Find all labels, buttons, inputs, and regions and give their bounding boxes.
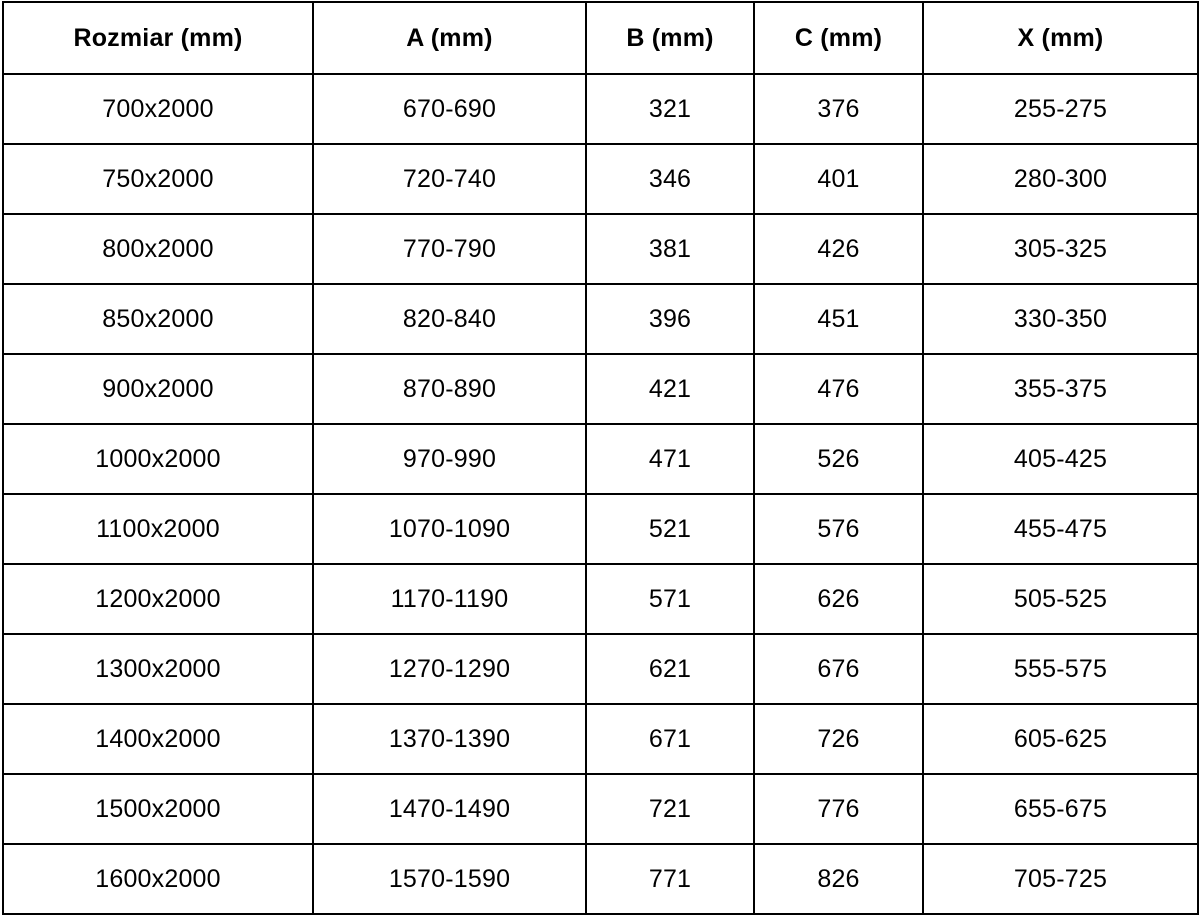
cell-size: 1100x2000 bbox=[2, 493, 314, 565]
column-header-x-label: X (mm) bbox=[1017, 23, 1104, 52]
cell-size: 1600x2000 bbox=[2, 843, 314, 915]
table-row: 1200x2000 1170-1190 571 626 505-525 bbox=[2, 563, 1199, 635]
cell-c: 376 bbox=[753, 73, 924, 145]
cell-x: 355-375 bbox=[922, 353, 1199, 425]
cell-size: 700x2000 bbox=[2, 73, 314, 145]
cell-c: 476 bbox=[753, 353, 924, 425]
column-header-c: C (mm) bbox=[753, 1, 924, 75]
cell-b: 321 bbox=[585, 73, 755, 145]
table-row: 1400x2000 1370-1390 671 726 605-625 bbox=[2, 703, 1199, 775]
table-row: 750x2000 720-740 346 401 280-300 bbox=[2, 143, 1199, 215]
cell-x: 505-525 bbox=[922, 563, 1199, 635]
cell-x: 555-575 bbox=[922, 633, 1199, 705]
cell-size: 1400x2000 bbox=[2, 703, 314, 775]
table-body: 700x2000 670-690 321 376 255-275 750x200… bbox=[2, 73, 1199, 915]
table-row: 1100x2000 1070-1090 521 576 455-475 bbox=[2, 493, 1199, 565]
cell-b: 421 bbox=[585, 353, 755, 425]
table-row: 1000x2000 970-990 471 526 405-425 bbox=[2, 423, 1199, 495]
cell-x: 255-275 bbox=[922, 73, 1199, 145]
cell-a: 670-690 bbox=[312, 73, 587, 145]
cell-size: 850x2000 bbox=[2, 283, 314, 355]
cell-a: 820-840 bbox=[312, 283, 587, 355]
cell-size: 900x2000 bbox=[2, 353, 314, 425]
cell-a: 970-990 bbox=[312, 423, 587, 495]
cell-b: 521 bbox=[585, 493, 755, 565]
column-header-a-label: A (mm) bbox=[406, 23, 493, 52]
cell-c: 451 bbox=[753, 283, 924, 355]
cell-size: 1000x2000 bbox=[2, 423, 314, 495]
cell-b: 346 bbox=[585, 143, 755, 215]
column-header-x: X (mm) bbox=[922, 1, 1199, 75]
cell-c: 401 bbox=[753, 143, 924, 215]
cell-x: 330-350 bbox=[922, 283, 1199, 355]
cell-a: 1470-1490 bbox=[312, 773, 587, 845]
column-header-size: Rozmiar (mm) bbox=[2, 1, 314, 75]
cell-size: 1200x2000 bbox=[2, 563, 314, 635]
cell-c: 676 bbox=[753, 633, 924, 705]
cell-c: 826 bbox=[753, 843, 924, 915]
table-row: 850x2000 820-840 396 451 330-350 bbox=[2, 283, 1199, 355]
cell-b: 671 bbox=[585, 703, 755, 775]
cell-b: 396 bbox=[585, 283, 755, 355]
cell-a: 1070-1090 bbox=[312, 493, 587, 565]
cell-b: 471 bbox=[585, 423, 755, 495]
column-header-a: A (mm) bbox=[312, 1, 587, 75]
cell-a: 720-740 bbox=[312, 143, 587, 215]
table-row: 800x2000 770-790 381 426 305-325 bbox=[2, 213, 1199, 285]
cell-a: 1170-1190 bbox=[312, 563, 587, 635]
cell-x: 705-725 bbox=[922, 843, 1199, 915]
cell-x: 405-425 bbox=[922, 423, 1199, 495]
cell-x: 305-325 bbox=[922, 213, 1199, 285]
cell-c: 626 bbox=[753, 563, 924, 635]
cell-a: 770-790 bbox=[312, 213, 587, 285]
cell-c: 776 bbox=[753, 773, 924, 845]
cell-a: 1570-1590 bbox=[312, 843, 587, 915]
cell-size: 1300x2000 bbox=[2, 633, 314, 705]
cell-c: 426 bbox=[753, 213, 924, 285]
table-header: Rozmiar (mm) A (mm) B (mm) C (mm) X (mm) bbox=[2, 1, 1199, 75]
table-row: 700x2000 670-690 321 376 255-275 bbox=[2, 73, 1199, 145]
column-header-c-label: C (mm) bbox=[794, 23, 883, 52]
cell-size: 800x2000 bbox=[2, 213, 314, 285]
table-row: 1300x2000 1270-1290 621 676 555-575 bbox=[2, 633, 1199, 705]
cell-b: 381 bbox=[585, 213, 755, 285]
cell-c: 576 bbox=[753, 493, 924, 565]
table-row: 900x2000 870-890 421 476 355-375 bbox=[2, 353, 1199, 425]
cell-c: 526 bbox=[753, 423, 924, 495]
cell-b: 771 bbox=[585, 843, 755, 915]
cell-a: 1370-1390 bbox=[312, 703, 587, 775]
cell-b: 571 bbox=[585, 563, 755, 635]
table-header-row: Rozmiar (mm) A (mm) B (mm) C (mm) X (mm) bbox=[2, 1, 1199, 75]
cell-c: 726 bbox=[753, 703, 924, 775]
column-header-size-label: Rozmiar (mm) bbox=[73, 23, 243, 52]
cell-x: 605-625 bbox=[922, 703, 1199, 775]
cell-a: 870-890 bbox=[312, 353, 587, 425]
table-row: 1500x2000 1470-1490 721 776 655-675 bbox=[2, 773, 1199, 845]
cell-x: 655-675 bbox=[922, 773, 1199, 845]
cell-b: 721 bbox=[585, 773, 755, 845]
cell-b: 621 bbox=[585, 633, 755, 705]
cell-size: 1500x2000 bbox=[2, 773, 314, 845]
cell-size: 750x2000 bbox=[2, 143, 314, 215]
cell-a: 1270-1290 bbox=[312, 633, 587, 705]
cell-x: 280-300 bbox=[922, 143, 1199, 215]
column-header-b-label: B (mm) bbox=[626, 23, 714, 52]
table-row: 1600x2000 1570-1590 771 826 705-725 bbox=[2, 843, 1199, 915]
column-header-b: B (mm) bbox=[585, 1, 755, 75]
cell-x: 455-475 bbox=[922, 493, 1199, 565]
